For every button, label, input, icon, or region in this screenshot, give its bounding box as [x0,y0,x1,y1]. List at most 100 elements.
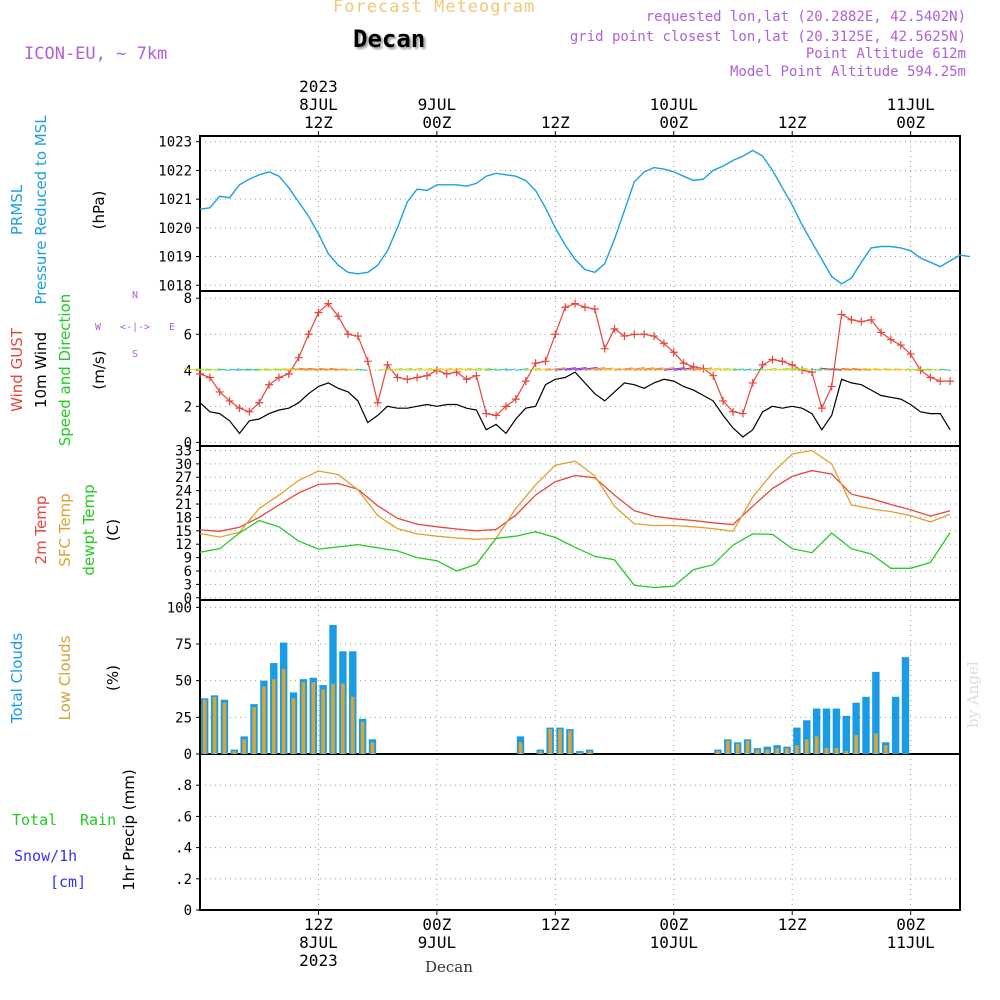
wind-arrow [417,367,433,371]
gust-marker [225,396,234,405]
wind-arrow [476,367,491,371]
gust-marker [294,353,303,362]
wind-arrow [426,367,443,371]
gust-marker [353,332,362,341]
low-cloud-bar [262,686,266,754]
low-cloud-bar [321,689,325,754]
wind-arrow [535,367,551,371]
gust-marker [561,303,570,312]
ytick-label: .2 [175,872,192,888]
low-cloud-bar [716,751,720,754]
wind-arrow [742,368,752,371]
gust-marker [659,339,668,348]
gust-marker [492,411,501,420]
ytick-label: 50 [175,674,192,690]
low-cloud-bar [804,739,809,754]
gust-marker [946,377,955,386]
gust-marker [590,305,599,314]
ytick-label: .6 [175,809,192,825]
time-label-bottom: 00Z [422,915,451,934]
model-altitude: Model Point Altitude 594.25m [729,64,966,80]
total-cloud-bar [793,727,801,754]
low-cloud-bar [370,742,375,754]
wind-arrow [634,367,655,371]
low-cloud-bar [795,745,799,754]
low-cloud-bar [548,729,553,754]
gust-marker [886,335,895,344]
wind-arrow [863,367,882,371]
gust-marker [196,369,204,378]
wind-arrow [673,367,695,371]
ytick-label: .4 [175,841,192,857]
total-cloud-bar [812,708,821,754]
ytick-label: .8 [175,778,192,794]
compass-s: S [132,349,138,360]
model-label: ICON-EU, ~ 7km [24,44,168,64]
ylabel-sfc-temp: SFC Temp [56,493,74,566]
wind-arrow [307,367,329,371]
ytick-label: 25 [175,710,192,726]
ytick-label: 12 [175,537,192,553]
low-cloud-bar [331,683,335,754]
gust-marker [235,404,244,413]
legend-snow: Snow/1h [14,847,77,865]
gust-marker [472,371,481,380]
wind-arrow [939,368,951,371]
gust-marker [600,344,609,353]
gust-marker [334,312,343,321]
wind-arrow [693,367,713,371]
low-cloud-bar [883,745,888,754]
wind-arrow [195,368,210,371]
gust-marker [837,310,846,319]
wind-arrow [883,368,901,371]
gust-marker [205,373,214,382]
gust-marker [531,359,540,368]
wind-arrow [703,367,721,371]
pressure-line [199,149,971,285]
point-altitude: Point Altitude 612m [805,46,966,62]
wind-arrow [786,368,803,371]
gust-marker [551,330,560,339]
wind-arrow [604,367,622,371]
requested-coords: requested lon,lat (20.2882E, 42.5402N) [645,9,966,25]
dewpt-line [199,519,951,589]
ylabel-c: (C) [104,519,122,541]
wind-arrow [387,367,403,371]
wind-arrow [355,368,368,371]
gust-marker [274,373,283,382]
wind-arrow [525,367,541,371]
low-cloud-bar [518,742,523,754]
gust-marker [541,357,550,366]
time-label-bottom: 12Z [778,915,807,934]
ytick-label: 1022 [158,163,192,179]
gust-marker [245,407,254,416]
ytick-label: 0 [184,747,192,763]
ytick-label: 1021 [158,192,192,208]
gust-marker [363,357,372,366]
compass-rose-icon: N S W E <-|-> [95,290,175,360]
time-label-top: 00Z [896,113,925,132]
total-cloud-bar [862,696,870,754]
compass-n: N [132,290,138,301]
gust-marker [758,360,767,369]
compass-w: W [95,322,102,333]
total-cloud-bar [872,671,880,754]
ylabel-speed-dir: Speed and Direction [56,294,74,447]
temperature-frame [199,445,961,601]
ytick-label: 30 [175,457,192,473]
low-cloud-bar [775,748,780,754]
ylabel-prmsl: PRMSL [8,184,26,235]
ytick-label: 2 [184,399,192,415]
low-cloud-bar [874,733,878,754]
gust-marker [768,355,777,364]
gust-marker [393,373,402,382]
time-label-bottom: 2023 [299,951,338,970]
wind-arrow [624,367,645,371]
ytick-label: 1018 [158,278,192,294]
low-cloud-bar [735,743,740,754]
gust-marker [847,315,856,324]
ytick-label: 1019 [158,250,192,266]
low-cloud-bar [558,729,562,754]
wind-arrow [584,367,606,371]
ylabel-pressure: Pressure Reduced to MSL [32,115,50,305]
